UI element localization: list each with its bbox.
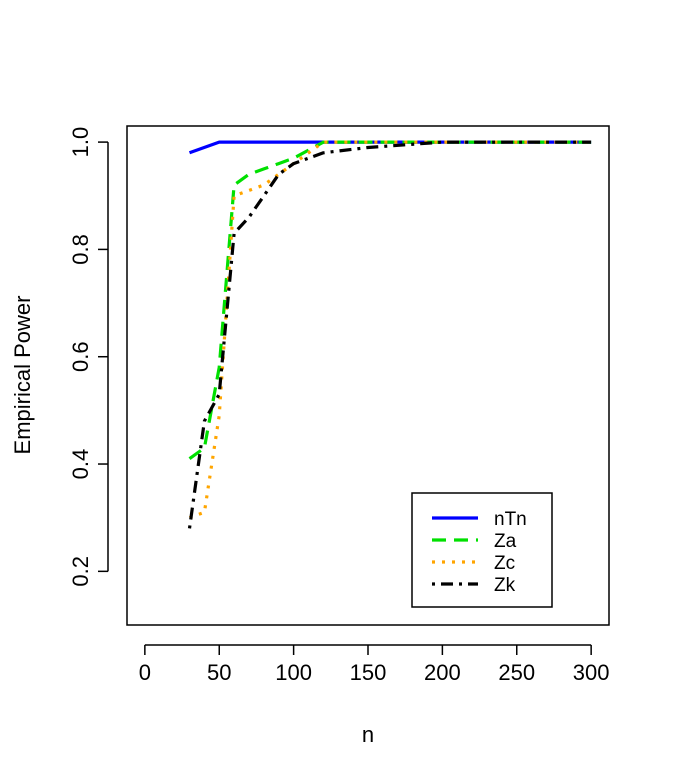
series-line-nTn	[188, 140, 592, 155]
legend-label-Zc: Zc	[494, 553, 515, 574]
x-axis: 0 50 100 150 200 250 300	[139, 644, 610, 685]
x-tick-label: 200	[424, 660, 461, 685]
x-tick-label: 50	[207, 660, 231, 685]
legend-label-Za: Za	[494, 531, 517, 552]
legend-box	[411, 492, 553, 608]
series-line-Zc	[188, 140, 592, 520]
x-tick-label: 300	[573, 660, 610, 685]
x-tick-label: 0	[139, 660, 151, 685]
series-line-Zk	[187, 140, 592, 529]
y-axis: 0.2 0.4 0.6 0.8 1.0	[68, 127, 109, 587]
y-axis-title: Empirical Power	[10, 296, 35, 455]
x-axis-title: n	[362, 722, 374, 747]
legend-label-nTn: nTn	[494, 509, 527, 530]
plot-box	[126, 125, 610, 626]
series-lines	[187, 140, 592, 529]
x-tick-label: 150	[350, 660, 387, 685]
y-tick-label: 0.4	[68, 449, 93, 480]
y-tick-label: 0.8	[68, 234, 93, 265]
y-tick-label: 1.0	[68, 127, 93, 158]
series-line-Za	[188, 140, 592, 460]
x-tick-label: 250	[498, 660, 535, 685]
y-tick-label: 0.6	[68, 341, 93, 372]
x-tick-label: 100	[275, 660, 312, 685]
y-tick-label: 0.2	[68, 556, 93, 587]
legend-label-Zk: Zk	[494, 575, 516, 596]
